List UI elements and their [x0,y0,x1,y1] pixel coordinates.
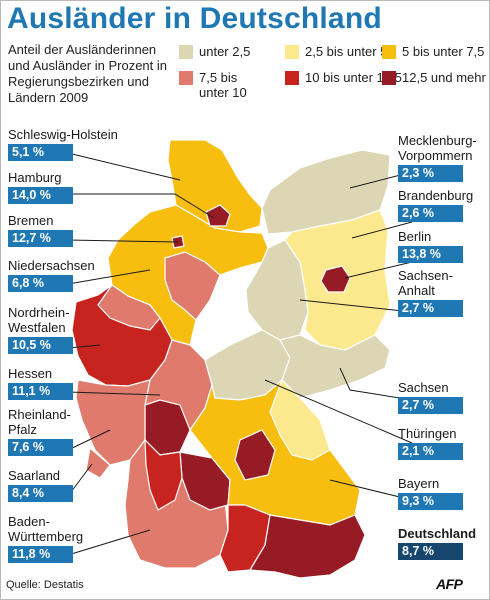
state-name: Hessen [8,366,53,381]
state-name: Bayern [398,476,440,491]
leader-line [67,344,101,349]
label-nordrhein-westfalen: Nordrhein- Westfalen 10,5 % [8,305,73,354]
state-name: Thüringen [398,426,457,441]
legend-label: 5 bis unter 7,5 [402,44,485,59]
leader-line [67,429,111,451]
label-berlin: Berlin 13,8 % [398,229,463,263]
legend-swatch [179,45,193,59]
region-karlsruhe [144,438,183,511]
leader-line [68,193,215,219]
state-name: Rheinland- Pfalz [8,407,71,437]
state-value: 2,7 % [398,300,463,317]
legend-label: 2,5 bis unter 5 [305,44,388,59]
region-nrw-munster [97,284,161,331]
state-value: 12,7 % [8,230,73,247]
page-title: Ausländer in Deutschland [7,2,382,35]
leader-line [264,379,413,444]
label-mecklenburg-vorpommern: Mecklenburg- Vorpommern 2,3 % [398,133,477,182]
region-oberbayern [248,514,366,579]
legend-swatch [179,71,193,85]
label-saarland: Saarland 8,4 % [8,468,73,502]
state-value: 2,3 % [398,165,463,182]
leader-line [299,299,413,313]
label-bayern: Bayern 9,3 % [398,476,463,510]
leader-line [67,269,151,285]
label-hessen: Hessen 11,1 % [8,366,73,400]
legend-swatch [285,71,299,85]
leader-line [67,239,179,243]
state-name: Schleswig-Holstein [8,127,118,142]
region-sachsen-anhalt [245,239,309,341]
label-hamburg: Hamburg 14,0 % [8,170,73,204]
leader-line [67,152,181,181]
leader-line [351,221,413,239]
region-saarland [85,446,111,479]
state-name: Hamburg [8,170,62,185]
label-niedersachsen: Niedersachsen 6,8 % [8,258,95,292]
state-value: 2,6 % [398,205,463,222]
state-name: Berlin [398,229,432,244]
source-note: Quelle: Destatis [6,579,84,591]
state-value: 8,4 % [8,485,73,502]
legend-label: unter 2,5 [199,44,251,59]
leader-line [67,391,161,396]
leader-line [67,529,151,556]
state-value: 10,5 % [8,337,73,354]
legend-swatch [382,71,396,85]
state-value: 2,7 % [398,397,463,414]
label-baden-wuerttemberg: Baden- Württemberg 11,8 % [8,514,83,563]
label-sachsen-anhalt: Sachsen- Anhalt 2,7 % [398,268,463,317]
state-name: Sachsen [398,380,449,395]
label-deutschland: Deutschland 8,7 % [398,526,476,560]
label-thueringen: Thüringen 2,1 % [398,426,463,460]
region-schleswig-holstein [167,139,263,233]
label-brandenburg: Brandenburg 2,6 % [398,188,473,222]
subtitle: Anteil der Ausländerinnen und Ausländer … [8,42,167,105]
state-value: 13,8 % [398,246,463,263]
state-value: 6,8 % [8,275,73,292]
legend-swatch [285,45,299,59]
legend-label: 12,5 und mehr [402,70,486,85]
region-berlin [320,265,351,293]
label-sachsen: Sachsen 2,7 % [398,380,463,414]
total-value: 8,7 % [398,543,463,560]
leader-line [339,367,413,401]
state-name: Saarland [8,468,61,483]
state-name: Sachsen- Anhalt [398,268,453,298]
region-mittelfranken [234,429,276,481]
region-hannover [164,251,221,321]
state-name: Brandenburg [398,188,474,203]
state-name: Bremen [8,213,54,228]
legend-label: 7,5 bis unter 10 [199,70,247,100]
state-name: Nordrhein- Westfalen [8,305,70,335]
region-hamburg [205,204,231,227]
state-value: 11,1 % [8,383,73,400]
state-value: 7,6 % [8,439,73,456]
total-name: Deutschland [398,526,477,541]
label-bremen: Bremen 12,7 % [8,213,73,247]
leader-line [344,261,413,279]
state-name: Baden- Württemberg [8,514,84,544]
state-value: 9,3 % [398,493,463,510]
label-schleswig-holstein: Schleswig-Holstein 5,1 % [8,127,118,161]
state-name: Niedersachsen [8,258,95,273]
state-value: 14,0 % [8,187,73,204]
state-name: Mecklenburg- Vorpommern [398,133,477,163]
region-oberpfalz [269,378,331,461]
state-value: 2,1 % [398,443,463,460]
label-rheinland-pfalz: Rheinland- Pfalz 7,6 % [8,407,73,456]
legend-label: 10 bis unter 12,5 [305,70,402,85]
legend-swatch [382,45,396,59]
state-value: 11,8 % [8,546,73,563]
afp-logo: AFP [436,576,463,592]
state-value: 5,1 % [8,144,73,161]
